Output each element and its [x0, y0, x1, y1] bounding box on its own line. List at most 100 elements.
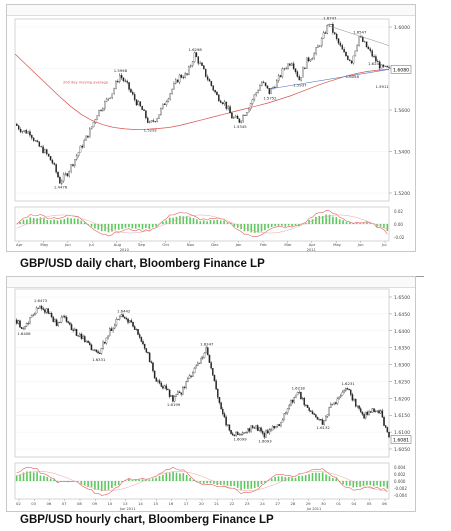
candle-body: [46, 149, 48, 155]
oscillator-bar: [206, 221, 208, 224]
candle-body: [202, 357, 204, 359]
oscillator-bar: [26, 471, 28, 481]
y-tick-label: 1.6100: [394, 430, 410, 436]
candle-body: [377, 61, 379, 62]
oscillator-bar: [141, 479, 144, 481]
candle-body: [115, 319, 118, 326]
candle-body: [341, 391, 344, 396]
candle-body: [241, 432, 244, 435]
oscillator-bar: [121, 481, 123, 482]
price-annotation: 1.5345: [233, 124, 247, 129]
daily-chart-toolbar-strip: [7, 5, 415, 16]
candle-body: [152, 362, 154, 372]
oscillator-bar: [162, 474, 164, 481]
oscillator-bar: [281, 476, 283, 481]
candle-body: [326, 24, 329, 34]
candle-body: [61, 180, 63, 184]
candle-body: [64, 316, 66, 318]
candle-body: [257, 90, 259, 93]
candle-body: [263, 433, 266, 438]
support-trendline: [269, 69, 390, 90]
oscillator-bar: [158, 475, 161, 481]
oscillator-bar: [114, 481, 117, 486]
candle-body: [80, 333, 83, 339]
candle-body: [104, 341, 106, 344]
oscillator-bar: [335, 217, 338, 224]
price-annotation: 1.6093: [258, 438, 272, 443]
candle-body: [126, 80, 128, 83]
y-tick-label: 1.5600: [394, 108, 410, 114]
oscillator-bar: [277, 224, 280, 226]
candle-body: [264, 82, 267, 86]
candle-body: [243, 432, 246, 434]
candle-body: [286, 408, 289, 413]
candle-body: [223, 413, 226, 418]
price-annotation: 1.6231: [341, 381, 355, 386]
oscillator-bar: [230, 481, 232, 487]
candle-body: [130, 320, 133, 323]
oscillator-bar: [274, 224, 276, 227]
candle-body: [216, 91, 218, 96]
oscillator-bar: [223, 220, 225, 224]
candle-body: [19, 320, 21, 328]
candle-body: [290, 399, 292, 406]
candle-body: [53, 162, 56, 165]
oscillator-bar: [155, 477, 157, 481]
oscillator-bar: [128, 224, 130, 228]
candle-body: [325, 416, 327, 421]
oscillator-bar: [257, 481, 259, 487]
candle-body: [190, 375, 192, 377]
oscillator-bar: [111, 224, 113, 232]
candle-body: [315, 47, 317, 54]
x-tick-label: 16: [169, 501, 174, 506]
candle-body: [236, 432, 239, 435]
candle-body: [112, 328, 114, 331]
candle-body: [256, 425, 259, 431]
oscillator-bar: [179, 473, 181, 481]
oscillator-bar: [87, 224, 89, 225]
candle-body: [95, 349, 98, 352]
oscillator-bar: [264, 481, 266, 483]
oscillator-bar: [287, 476, 290, 481]
price-annotation: 1.5292: [144, 128, 158, 133]
oscillator-bar: [104, 481, 106, 491]
candle-body: [306, 405, 309, 408]
current-price-label: 1.6080: [393, 67, 409, 73]
candle-body: [104, 101, 106, 109]
x-tick-label: May: [40, 242, 49, 247]
oscillator-bar: [185, 216, 188, 224]
candle-body: [197, 362, 199, 366]
candle-body: [378, 61, 381, 69]
oscillator-bar: [114, 224, 117, 230]
oscillator-bar: [369, 481, 372, 486]
candle-body: [102, 341, 104, 349]
candle-body: [215, 380, 217, 390]
candle-body: [173, 396, 176, 402]
candle-body: [283, 413, 286, 421]
candle-body: [123, 316, 126, 319]
candle-body: [68, 171, 70, 177]
candle-body: [195, 52, 198, 58]
candle-body: [302, 67, 304, 78]
candle-body: [255, 92, 257, 96]
price-annotation: 1.6406: [17, 331, 31, 336]
candle-body: [374, 411, 377, 412]
candle-body: [148, 352, 151, 362]
candle-body: [75, 328, 78, 336]
candle-body: [283, 68, 286, 70]
x-tick-label: 22: [230, 501, 235, 506]
candle-body: [310, 410, 312, 412]
candle-body: [172, 395, 174, 402]
candle-body: [188, 375, 191, 379]
candle-body: [369, 411, 372, 413]
x-tick-label: 10: [108, 501, 113, 506]
candle-body: [98, 109, 100, 116]
candle-body: [388, 66, 390, 68]
oscillator-bar: [138, 479, 140, 481]
candle-body: [36, 140, 39, 143]
x-tick-label: 03: [31, 501, 36, 506]
oscillator-bar: [352, 481, 355, 488]
candle-body: [206, 76, 209, 80]
candle-body: [212, 85, 214, 91]
candle-body: [265, 430, 267, 438]
